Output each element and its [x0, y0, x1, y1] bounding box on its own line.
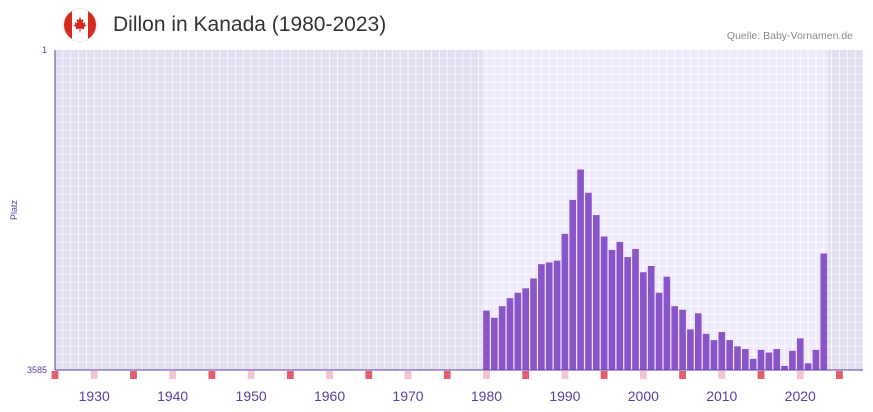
bar-2017: [773, 349, 781, 370]
y-axis-bottom-label: 3585: [27, 365, 47, 375]
bar-2012: [734, 346, 741, 370]
marker-major-1935: [130, 371, 137, 379]
marker-minor-1960: [326, 371, 333, 379]
bar-2019: [789, 350, 796, 370]
source-credit: Quelle: Baby-Vornamen.de: [726, 30, 853, 42]
bar-1981: [490, 317, 498, 370]
bar-2007: [694, 313, 702, 370]
y-axis-top-label: 1: [42, 45, 47, 55]
bar-1991: [569, 199, 577, 370]
bar-1980: [483, 310, 490, 370]
marker-major-1975: [443, 371, 451, 379]
bar-2003: [663, 276, 671, 370]
bar-2013: [742, 349, 749, 370]
decade-markers: [51, 371, 843, 379]
marker-minor-1940: [169, 371, 177, 379]
bar-1987: [538, 264, 545, 370]
marker-minor-1930: [90, 371, 98, 379]
bar-1989: [553, 260, 561, 370]
bar-2020: [796, 338, 804, 370]
bar-2002: [655, 292, 663, 370]
bar-1992: [577, 169, 584, 370]
marker-major-1985: [522, 371, 530, 379]
x-tick-1980: 1980: [471, 388, 502, 404]
marker-major-1965: [365, 371, 373, 379]
marker-major-1925: [51, 371, 59, 379]
marker-major-1945: [208, 371, 216, 379]
bar-1986: [530, 278, 537, 370]
bar-2023: [820, 253, 828, 370]
bar-2021: [804, 363, 812, 370]
marker-major-2015: [757, 371, 765, 379]
x-tick-2020: 2020: [785, 388, 816, 404]
x-tick-1960: 1960: [314, 388, 345, 404]
x-tick-1930: 1930: [79, 388, 110, 404]
bar-1995: [600, 236, 608, 370]
x-tick-2010: 2010: [706, 388, 737, 404]
marker-minor-2010: [718, 371, 726, 379]
x-tick-1990: 1990: [549, 388, 580, 404]
bar-series: [483, 169, 828, 370]
marker-minor-1980: [483, 371, 490, 379]
marker-minor-1990: [561, 371, 569, 379]
bar-1984: [514, 292, 522, 370]
bar-2014: [749, 358, 757, 370]
bar-2015: [757, 349, 765, 370]
bar-1997: [616, 241, 624, 370]
bar-1998: [624, 257, 631, 370]
marker-minor-1950: [247, 371, 255, 379]
x-tick-2000: 2000: [628, 388, 659, 404]
marker-major-1955: [286, 371, 294, 379]
chart-title: Dillon in Kanada (1980-2023): [113, 13, 387, 36]
marker-major-1995: [600, 371, 608, 379]
marker-major-2025: [836, 371, 843, 379]
bar-1988: [545, 262, 553, 370]
bar-2010: [718, 332, 726, 370]
x-tick-1940: 1940: [157, 388, 188, 404]
bar-1985: [522, 288, 530, 370]
bar-2018: [781, 365, 788, 370]
grid-lines: [54, 50, 864, 370]
bar-2008: [702, 333, 710, 370]
y-axis-title: Platz: [9, 199, 19, 220]
bar-1999: [632, 249, 639, 370]
bar-2006: [687, 329, 694, 370]
bar-2011: [726, 340, 733, 370]
bar-1983: [506, 298, 514, 370]
bar-2001: [647, 265, 655, 370]
canada-flag-icon: [64, 9, 96, 41]
bar-2009: [710, 340, 718, 370]
marker-minor-1970: [404, 371, 412, 379]
bar-1982: [498, 306, 506, 370]
x-tick-1950: 1950: [236, 388, 267, 404]
x-tick-labels: 1930 1940 1950 1960 1970 1980 1990 2000 2010 2020: [79, 388, 816, 404]
bar-1994: [592, 215, 600, 370]
bar-2022: [812, 349, 820, 370]
bar-2016: [765, 352, 773, 370]
x-tick-1970: 1970: [392, 388, 423, 404]
marker-minor-2020: [796, 371, 804, 379]
marker-minor-2000: [639, 371, 647, 379]
bar-1996: [608, 249, 616, 370]
marker-major-2005: [679, 371, 686, 379]
bar-2000: [640, 272, 647, 370]
bar-2005: [679, 309, 686, 370]
bar-1990: [561, 233, 569, 370]
bar-1993: [585, 192, 592, 370]
bar-2004: [671, 306, 679, 370]
